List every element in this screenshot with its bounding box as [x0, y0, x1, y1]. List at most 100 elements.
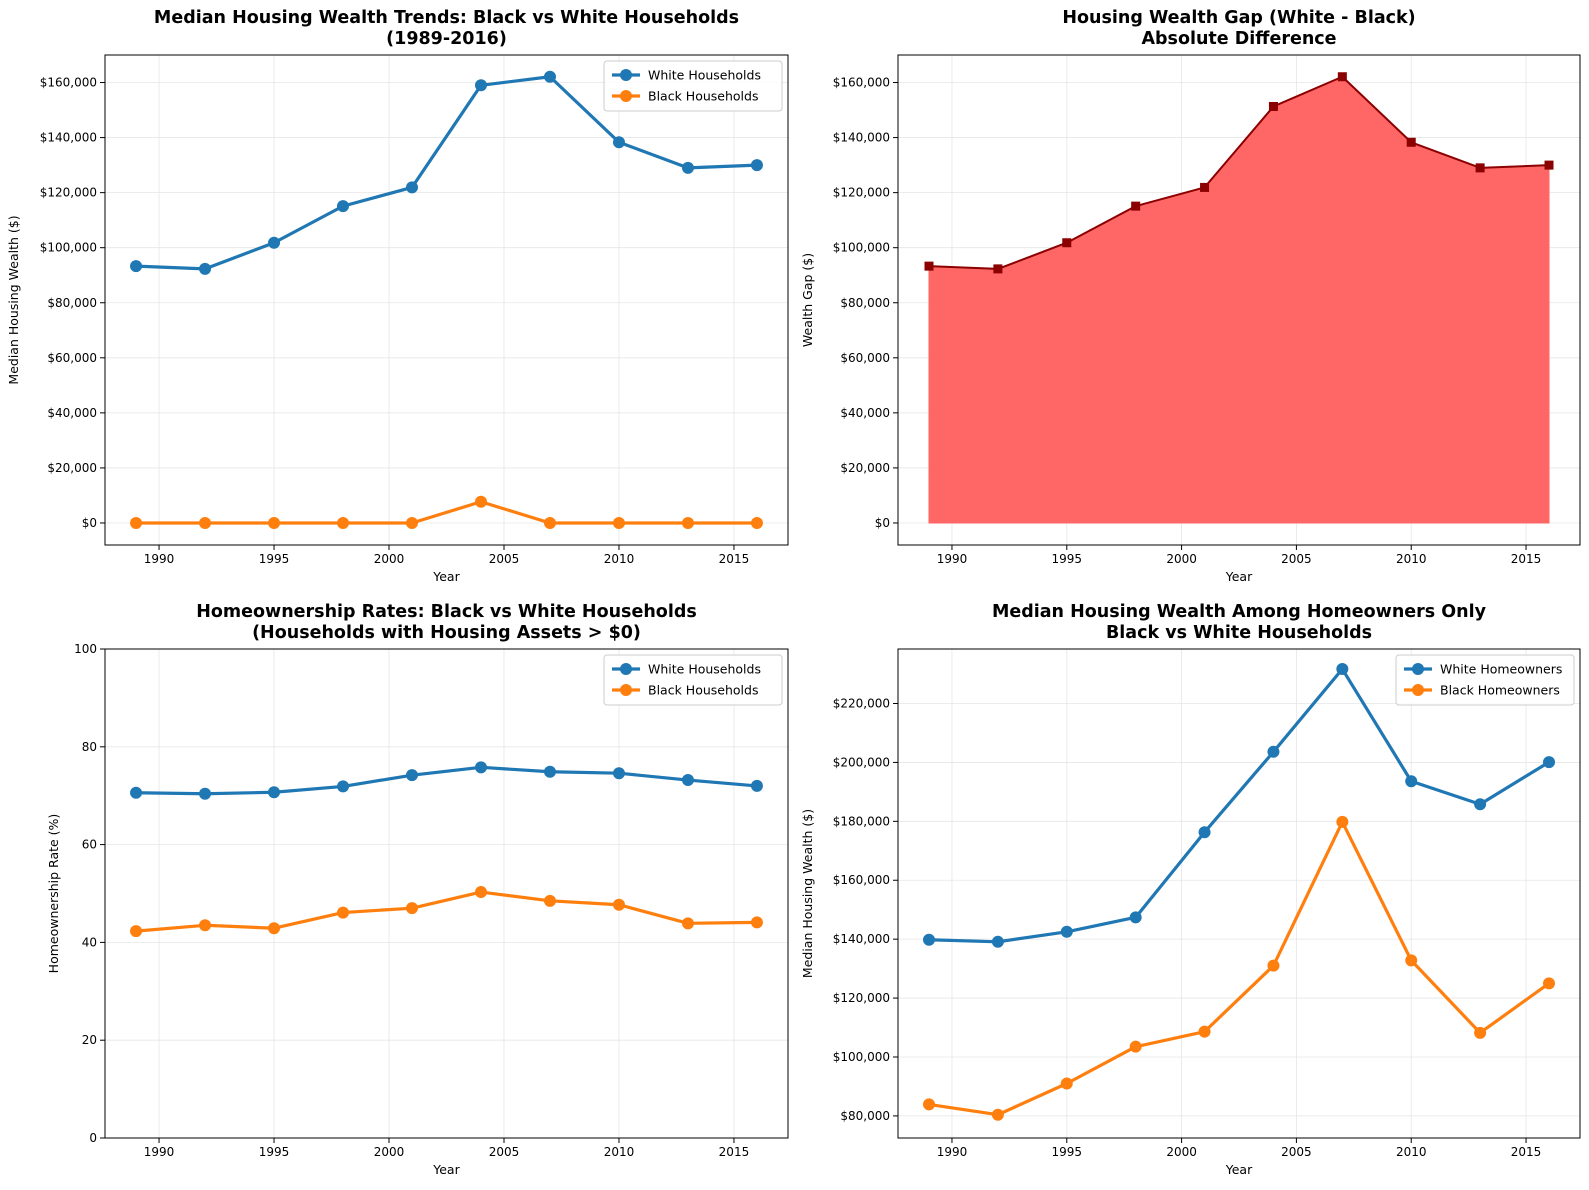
legend-label: White Households [648, 662, 761, 677]
x-tick-label: 2010 [1396, 1145, 1427, 1159]
x-tick-label: 2005 [1281, 552, 1312, 566]
chart-title: Housing Wealth Gap (White - Black) [1062, 8, 1415, 28]
data-point [1268, 101, 1278, 111]
data-point [337, 200, 350, 213]
chart-title: Median Housing Wealth Among Homeowners O… [992, 602, 1487, 622]
x-tick-label: 1990 [937, 552, 968, 566]
x-tick-label: 2015 [1511, 552, 1542, 566]
data-point [543, 516, 556, 529]
y-tick-label: $40,000 [47, 406, 97, 420]
data-point [612, 898, 625, 911]
legend-swatch-marker [620, 684, 632, 696]
y-tick-label: $0 [82, 516, 97, 530]
data-point [612, 767, 625, 780]
data-point [1336, 663, 1349, 676]
axes-frame [897, 54, 1581, 546]
chart-p1: 1990 1995 2000 2005 2010 2015 $0 $20,000 $40,000… [6, 8, 789, 584]
data-point [543, 70, 556, 83]
y-tick-label: 100 [74, 642, 97, 656]
data-point [406, 769, 419, 782]
y-tick-label: $100,000 [40, 241, 97, 255]
chart-title: Homeownership Rates: Black vs White Hous… [196, 602, 697, 622]
data-point [1129, 1040, 1142, 1053]
y-tick-label: $60,000 [840, 351, 890, 365]
data-point [1060, 1077, 1073, 1090]
x-tick-label: 1990 [937, 1145, 968, 1159]
y-tick-label: 40 [82, 935, 97, 949]
data-point [750, 779, 763, 792]
chart-title: (1989-2016) [386, 29, 507, 49]
data-point [337, 780, 350, 793]
series-line-white-homeowners [928, 667, 1550, 944]
series-line-black-households [136, 500, 757, 525]
data-point [991, 935, 1004, 948]
data-point [612, 136, 625, 149]
data-point [130, 786, 143, 799]
data-point [1475, 163, 1485, 173]
series-line-wealth-gap [928, 75, 1550, 270]
x-tick-label: 2005 [489, 552, 520, 566]
legend-label: Black Homeowners [1440, 683, 1560, 698]
data-point [923, 933, 935, 946]
data-point [1129, 911, 1142, 924]
y-tick-label: $160,000 [833, 76, 890, 90]
data-point [268, 516, 281, 529]
x-tick-label: 2010 [604, 1145, 635, 1159]
data-point [337, 906, 350, 919]
series-line-white-households [135, 75, 758, 271]
data-point [681, 774, 694, 787]
y-tick-label: $0 [875, 516, 890, 530]
x-tick-label: 2000 [1166, 1145, 1197, 1159]
chart-title: Absolute Difference [1141, 29, 1336, 49]
data-point [1474, 1026, 1487, 1039]
y-tick-label: 20 [82, 1033, 97, 1047]
legend-box [1395, 654, 1575, 706]
legend-label: Black Households [648, 89, 758, 104]
data-point [1062, 238, 1072, 248]
data-point [750, 159, 763, 172]
y-tick-label: $140,000 [833, 932, 890, 946]
data-point [130, 925, 143, 938]
legend-box [603, 654, 783, 706]
data-point [130, 260, 143, 273]
chart-title: (Households with Housing Assets > $0) [252, 623, 641, 643]
y-tick-label: $80,000 [840, 1109, 890, 1123]
chart-p2: 1990 1995 2000 2005 2010 2015 $0 $20,000 $40,000… [800, 8, 1581, 584]
data-point [1198, 826, 1211, 839]
x-tick-label: 1990 [144, 1145, 175, 1159]
data-point [1405, 775, 1418, 788]
data-point [406, 181, 419, 194]
data-point [1131, 201, 1141, 211]
y-tick-label: $60,000 [47, 351, 97, 365]
y-tick-label: $40,000 [840, 406, 890, 420]
data-point [991, 1108, 1004, 1121]
data-point [474, 79, 487, 92]
legend-swatch-marker [620, 69, 632, 81]
x-tick-label: 2010 [604, 552, 635, 566]
data-point [406, 902, 419, 915]
y-tick-label: 80 [82, 740, 97, 754]
data-point [543, 894, 556, 907]
y-tick-label: $220,000 [833, 696, 890, 710]
y-tick-label: $100,000 [833, 1050, 890, 1064]
data-point [474, 495, 487, 508]
data-point [199, 516, 212, 529]
data-point [750, 916, 763, 929]
data-point [1267, 745, 1280, 758]
x-tick-label: 1995 [1052, 1145, 1083, 1159]
x-tick-label: 2000 [374, 1145, 405, 1159]
data-point [268, 786, 281, 799]
y-tick-label: $20,000 [47, 461, 97, 475]
x-tick-label: 2010 [1396, 552, 1427, 566]
x-tick-label: 1995 [259, 1145, 290, 1159]
gap-area-fill [928, 76, 1550, 524]
y-axis-label: Median Housing Wealth ($) [800, 809, 815, 978]
y-tick-label: $120,000 [833, 991, 890, 1005]
data-point [993, 264, 1003, 274]
data-point [130, 516, 143, 529]
y-tick-label: $80,000 [47, 296, 97, 310]
chart-p4: 1990 1995 2000 2005 2010 2015 $80,000 $100,000 $… [800, 602, 1581, 1177]
y-tick-label: $120,000 [833, 186, 890, 200]
chart-title: Black vs White Households [1106, 623, 1372, 643]
data-point [1198, 1025, 1211, 1038]
